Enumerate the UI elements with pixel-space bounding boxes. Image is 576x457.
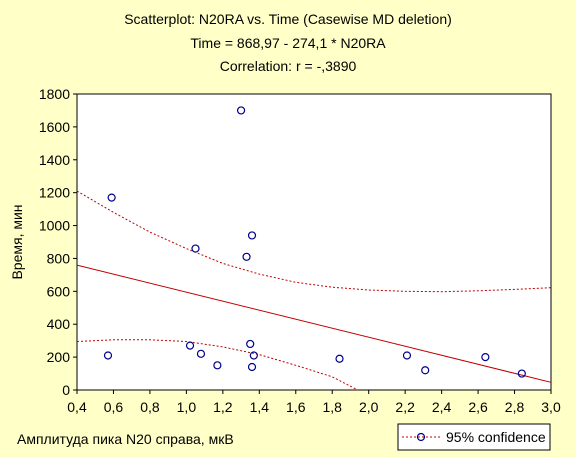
data-point [247, 362, 257, 372]
data-point [517, 369, 526, 378]
correlation-text: Correlation: r = -,3890 [220, 58, 357, 74]
x-tick-label: 2,4 [432, 399, 452, 415]
x-tick-label: 1,8 [322, 399, 342, 415]
data-point [421, 366, 430, 375]
data-point [481, 353, 490, 362]
legend-label: 95% confidence [446, 429, 546, 445]
legend-box [397, 423, 551, 451]
data-point [246, 339, 255, 349]
confidence-lower-curve [76, 339, 359, 391]
x-tick-label: 1,6 [286, 399, 306, 415]
y-tick-label: 1200 [39, 185, 70, 201]
data-point [191, 244, 200, 253]
x-tick-label: 2,8 [505, 399, 525, 415]
data-point [335, 354, 344, 363]
legend: 95% confidence [397, 423, 551, 451]
data-point [107, 193, 116, 202]
y-tick-label: 1000 [39, 218, 70, 234]
data-point [242, 252, 251, 261]
data-point [196, 349, 206, 358]
regression-line-layer [76, 264, 552, 383]
x-axis-label: Амплитуда пика N20 справа, мкВ [17, 431, 234, 447]
y-tick-label: 800 [47, 250, 71, 266]
x-tick-label: 2,6 [468, 399, 488, 415]
x-tick-label: 2,0 [359, 399, 379, 415]
data-point [402, 351, 412, 360]
data-point [236, 106, 246, 115]
plot-area [76, 93, 552, 391]
legend-point-swatch [416, 432, 426, 442]
x-tick-label: 1,4 [250, 399, 270, 415]
regression-line [76, 264, 552, 383]
x-tick-label: 1,2 [213, 399, 233, 415]
data-points [103, 106, 526, 378]
confidence-upper-curve [76, 190, 552, 293]
y-tick-label: 1600 [39, 119, 70, 135]
x-tick-label: 2,2 [395, 399, 415, 415]
x-tick-label: 0,8 [140, 399, 160, 415]
y-tick-label: 600 [47, 283, 71, 299]
chart-title: Scatterplot: N20RA vs. Time (Casewise MD… [124, 11, 452, 27]
data-point [249, 351, 258, 360]
y-tick-label: 200 [47, 349, 71, 365]
data-point [247, 231, 257, 240]
data-point [103, 351, 113, 360]
x-tick-label: 0,4 [67, 399, 87, 415]
y-tick-label: 0 [62, 382, 70, 398]
y-tick-label: 1800 [39, 86, 70, 102]
data-point [213, 361, 222, 370]
regression-equation: Time = 868,97 - 274,1 * N20RA [190, 35, 386, 51]
x-axis: 0,4 0,6 0,8 1,0 1,2 1,4 1,6 1,8 2,0 2,2 2,4 2,6 2,8 3… [67, 390, 561, 415]
x-tick-label: 1,0 [177, 399, 197, 415]
y-tick-label: 400 [47, 316, 71, 332]
y-axis: 0 200 400 600 800 1000 1200 1400 1600 1800 [39, 86, 77, 398]
y-tick-label: 1400 [39, 152, 70, 168]
confidence-band [76, 190, 552, 391]
x-tick-label: 0,6 [104, 399, 124, 415]
y-axis-label: Время, мин [9, 204, 25, 279]
data-point [185, 341, 195, 350]
x-tick-label: 3,0 [541, 399, 561, 415]
